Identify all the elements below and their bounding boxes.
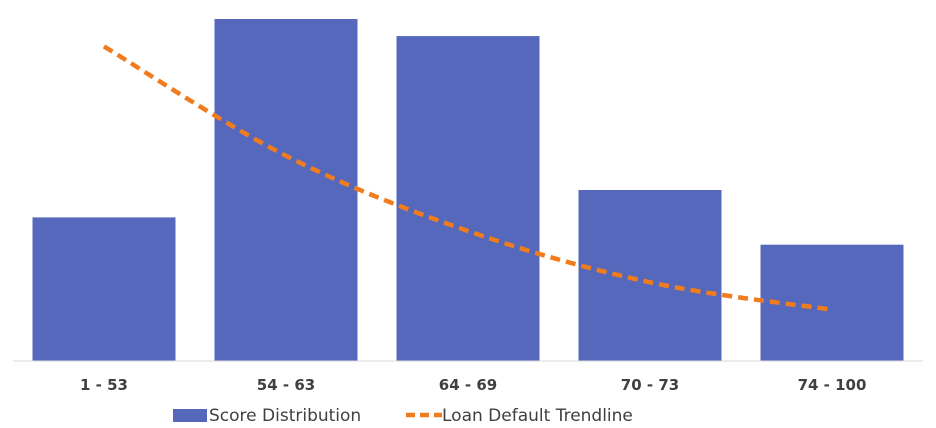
bar-group	[32, 19, 904, 361]
bar-74-100	[760, 244, 904, 361]
bar-1-53	[32, 217, 176, 361]
legend-label-loan-default-trendline: Loan Default Trendline	[442, 406, 633, 426]
legend: Score Distribution Loan Default Trendlin…	[173, 406, 633, 426]
bar-64-69	[396, 36, 540, 361]
x-tick-labels: 1 - 53 54 - 63 64 - 69 70 - 73 74 - 100	[80, 376, 866, 394]
x-tick-label: 64 - 69	[439, 376, 497, 394]
x-tick-label: 74 - 100	[798, 376, 867, 394]
trendline-path	[102, 44, 833, 312]
x-tick-label: 1 - 53	[80, 376, 128, 394]
x-tick-label: 70 - 73	[621, 376, 679, 394]
bar-54-63	[214, 19, 358, 361]
legend-label-score-distribution: Score Distribution	[209, 406, 361, 426]
legend-swatch-score-distribution	[173, 409, 207, 422]
bar-70-73	[578, 190, 722, 361]
x-tick-label: 54 - 63	[257, 376, 315, 394]
